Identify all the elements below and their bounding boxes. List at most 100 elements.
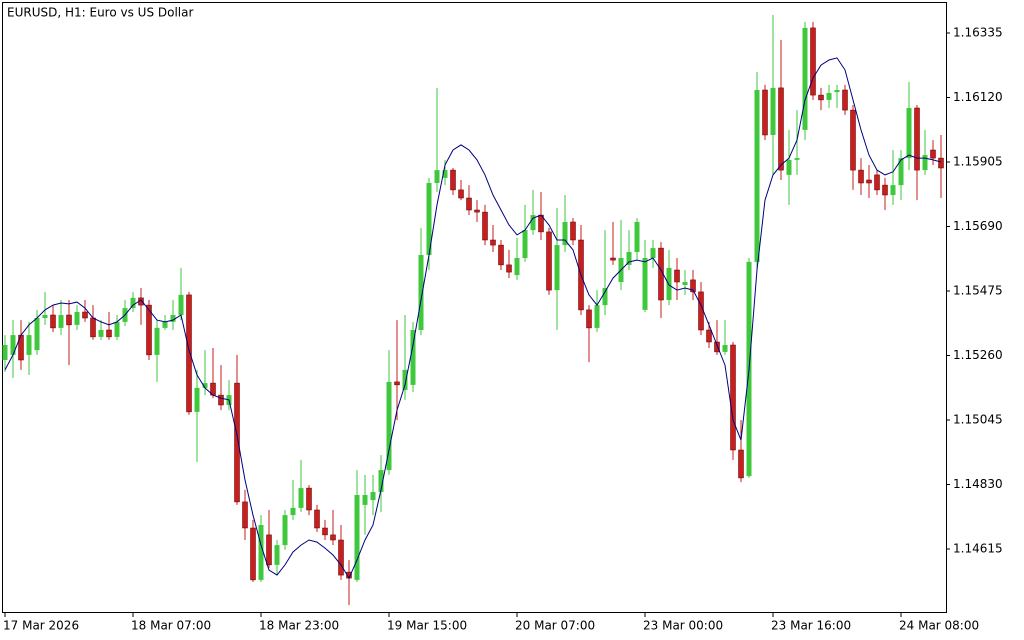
candle-body [274,545,280,565]
candle-body [698,291,704,331]
candle-body [626,252,632,265]
candle-body [930,149,936,159]
candle-body [482,211,488,241]
candle-body [522,230,528,258]
candle-body [818,94,824,101]
candle-body [850,109,856,171]
candle-body [474,209,480,213]
candle-body [562,222,568,246]
candle-body [530,215,536,231]
candle-body [410,330,416,385]
x-tick-label: 17 Mar 2026 [3,619,79,633]
candle-body [178,294,184,315]
candle-body [66,314,72,326]
candle-body [378,470,384,492]
candle-body [314,509,320,529]
x-tick-label: 23 Mar 16:00 [771,619,851,633]
candle-body [42,315,48,318]
candle-body [194,387,200,412]
candle-body [882,184,888,196]
candle-body [898,158,904,186]
candle-body [914,107,920,171]
candle-body [130,297,136,309]
candle-body [906,108,912,159]
y-tick-label: 1.15045 [953,413,1003,427]
candle-body [922,155,928,171]
candle-body [874,174,880,191]
candle-body [386,381,392,471]
x-tick-label: 18 Mar 07:00 [131,619,211,633]
y-tick-label: 1.15260 [953,348,1003,362]
candle-body [306,487,312,511]
candle-body [834,90,840,93]
candle-body [722,345,728,352]
moving-average-line [4,57,942,580]
candle-body [202,383,208,388]
y-tick-label: 1.14615 [953,542,1003,556]
y-tick-label: 1.16335 [953,26,1003,40]
candle-body [354,495,360,580]
candle-body [442,170,448,178]
candle-body [498,244,504,266]
candle-body [674,269,680,283]
candle-body [706,329,712,343]
candle-body [218,394,224,406]
candle-body [162,321,168,328]
candle-body [186,294,192,413]
candle-body [842,89,848,111]
candle-body [690,279,696,293]
candle-body [58,315,64,328]
candle-body [242,501,248,529]
y-tick-label: 1.16120 [953,90,1003,104]
candle-body [938,157,944,169]
candle-body [370,492,376,501]
x-tick-label: 20 Mar 07:00 [515,619,595,633]
candle-body [514,258,520,276]
chart-title: EURUSD, H1: Euro vs US Dollar [7,6,193,20]
candle-body [362,495,368,505]
candle-body [554,245,560,291]
x-tick-label: 19 Mar 15:00 [387,619,467,633]
y-tick-label: 1.15475 [953,284,1003,298]
candle-body [730,344,736,451]
candle-body [546,231,552,291]
x-tick-label: 24 Mar 08:00 [899,619,979,633]
candle-body [338,539,344,576]
candle-body [418,255,424,330]
candle-body [250,527,256,581]
candle-body [106,329,112,338]
candle-body [682,282,688,285]
candle-body [826,93,832,100]
candle-body [890,185,896,195]
candle-body [738,449,744,479]
candle-body [642,258,648,310]
candle-body [858,169,864,184]
candle-body [650,248,656,258]
candle-body [594,305,600,328]
candle-body [170,315,176,322]
candle-body [466,197,472,211]
plot-frame [2,2,947,613]
candle-body [754,90,760,262]
candle-body [610,257,616,261]
candle-body [866,179,872,184]
candle-body [778,87,784,171]
candle-body [426,183,432,255]
x-tick-label: 23 Mar 00:00 [643,619,723,633]
candle-body [394,381,400,386]
candle-body [290,507,296,516]
y-tick-label: 1.14830 [953,477,1003,491]
candle-body [570,221,576,241]
candle-body [298,488,304,508]
candle-body [602,288,608,306]
candle-body [322,527,328,536]
candle-body [34,318,40,351]
candle-body [258,525,264,580]
y-tick-label: 1.15690 [953,219,1003,233]
candle-body [98,330,104,337]
candle-body [634,222,640,252]
x-tick-label: 18 Mar 23:00 [259,619,339,633]
candle-body [586,309,592,329]
candle-body [434,170,440,183]
